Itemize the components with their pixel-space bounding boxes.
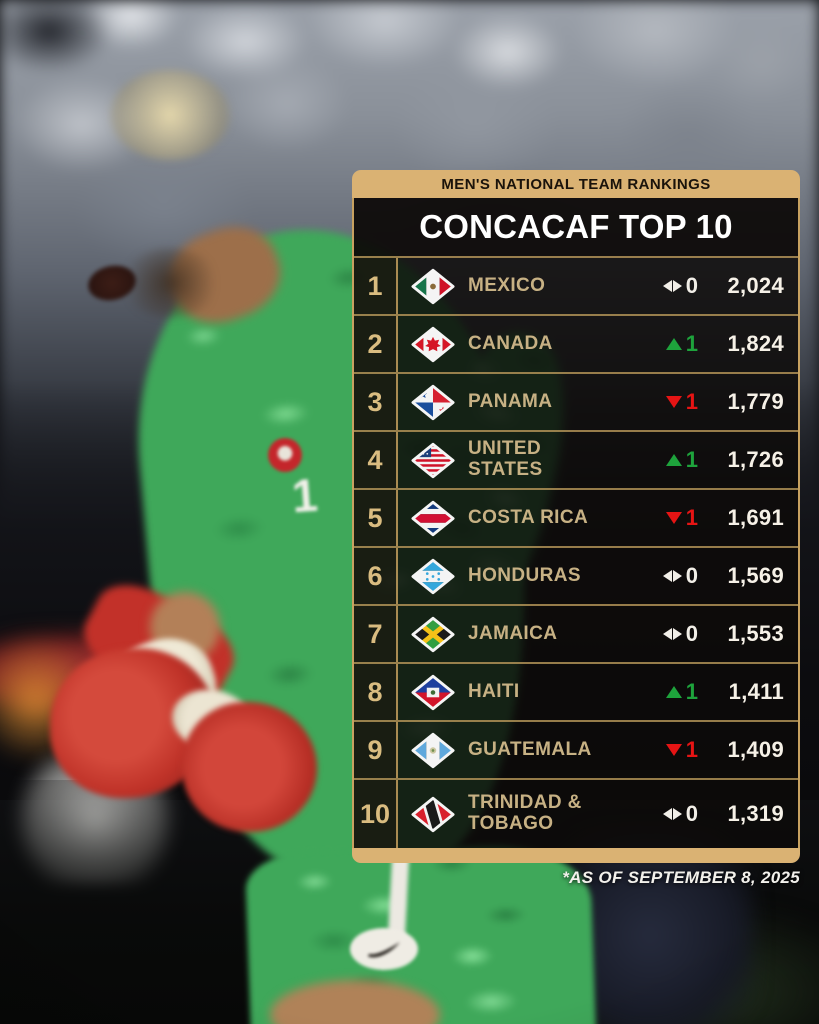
points-value: 1,553 [727, 621, 784, 646]
table-row: 6 [354, 546, 798, 604]
flag-united-states-icon [398, 442, 468, 479]
points-value: 2,024 [727, 273, 784, 298]
rank-number: 9 [354, 722, 398, 778]
points-value: 1,779 [727, 389, 784, 414]
points-value: 1,824 [727, 331, 784, 356]
rank-down-icon [665, 512, 682, 524]
flag-canada-icon [398, 326, 468, 363]
table-row: 1 MEXICO 0 [354, 256, 798, 314]
movement-indicator: 1 [620, 679, 698, 705]
flag-trinidad-tobago-icon [398, 796, 468, 833]
team-name: JAMAICA [468, 622, 558, 644]
no-change-icon [662, 808, 682, 820]
table-row: 2 CANADA 1 [354, 314, 798, 372]
movement-value: 1 [685, 389, 698, 414]
movement-value: 1 [685, 505, 698, 530]
nike-logo-patch [350, 928, 418, 970]
points-value: 1,569 [727, 563, 784, 588]
movement-indicator: 0 [620, 801, 698, 827]
points-value: 1,726 [727, 447, 784, 472]
rank-number: 3 [354, 374, 398, 430]
team-name: HONDURAS [468, 564, 581, 586]
movement-indicator: 1 [620, 331, 698, 357]
team-name: COSTA RICA [468, 506, 589, 528]
no-change-icon [662, 570, 682, 582]
points-value: 1,691 [727, 505, 784, 530]
movement-indicator: 0 [620, 621, 698, 647]
movement-indicator: 1 [620, 447, 698, 473]
glove-right [182, 702, 317, 832]
table-row: 3 PANAMA [354, 372, 798, 430]
rank-up-icon [665, 686, 682, 698]
no-change-icon [662, 280, 682, 292]
flag-jamaica-icon [398, 616, 468, 653]
team-name: TRINIDAD & TOBAGO [468, 792, 582, 834]
team-name: UNITED STATES [468, 438, 543, 480]
rank-number: 1 [354, 258, 398, 314]
table-row: 8 HAITI 1 [354, 662, 798, 720]
movement-value: 0 [685, 801, 698, 826]
panel-title: CONCACAF TOP 10 [352, 198, 800, 256]
rank-down-icon [665, 396, 682, 408]
movement-value: 1 [685, 331, 698, 356]
team-name: CANADA [468, 332, 553, 354]
movement-indicator: 1 [620, 389, 698, 415]
rank-number: 7 [354, 606, 398, 662]
team-name: HAITI [468, 680, 520, 702]
rank-number: 6 [354, 548, 398, 604]
rank-number: 2 [354, 316, 398, 372]
rankings-panel: MEN'S NATIONAL TEAM RANKINGS CONCACAF TO… [352, 170, 800, 863]
movement-value: 1 [685, 447, 698, 472]
flag-guatemala-icon [398, 732, 468, 769]
movement-indicator: 0 [620, 563, 698, 589]
flag-honduras-icon [398, 558, 468, 595]
flag-mexico-icon [398, 268, 468, 305]
rank-number: 10 [354, 780, 398, 848]
flag-haiti-icon [398, 674, 468, 711]
movement-indicator: 1 [620, 737, 698, 763]
movement-indicator: 1 [620, 505, 698, 531]
rank-up-icon [665, 338, 682, 350]
rank-up-icon [665, 454, 682, 466]
table-row: 4 [354, 430, 798, 488]
nike-swoosh-icon [368, 942, 400, 958]
no-change-icon [662, 628, 682, 640]
goalkeeper-hair-highlight [110, 70, 230, 160]
rank-down-icon [665, 744, 682, 756]
movement-value: 1 [685, 679, 698, 704]
canada-crest [268, 438, 302, 472]
as-of-date-note: *AS OF SEPTEMBER 8, 2025 [562, 868, 800, 887]
team-name: MEXICO [468, 274, 546, 296]
rank-number: 8 [354, 664, 398, 720]
movement-value: 0 [685, 621, 698, 646]
table-row: 9 GUATEMALA [354, 720, 798, 778]
movement-value: 0 [685, 273, 698, 298]
team-name: PANAMA [468, 390, 553, 412]
goalkeeper-beard [120, 248, 220, 318]
points-value: 1,409 [727, 737, 784, 762]
table-row: 5 COSTA RICA [354, 488, 798, 546]
panel-bottom-bar [352, 848, 800, 863]
movement-value: 0 [685, 563, 698, 588]
rank-number: 4 [354, 432, 398, 488]
panel-tag-bar: MEN'S NATIONAL TEAM RANKINGS [352, 170, 800, 198]
rankings-table: 1 MEXICO 0 [352, 256, 800, 848]
points-value: 1,411 [728, 679, 784, 704]
rank-number: 5 [354, 490, 398, 546]
movement-indicator: 0 [620, 273, 698, 299]
flag-panama-icon [398, 384, 468, 421]
table-row: 10 TRINIDAD & TOBAGO 0 [354, 778, 798, 848]
team-name: GUATEMALA [468, 738, 592, 760]
flag-costa-rica-icon [398, 500, 468, 537]
table-row: 7 JAMAICA [354, 604, 798, 662]
points-value: 1,319 [727, 801, 784, 826]
movement-value: 1 [685, 737, 698, 762]
